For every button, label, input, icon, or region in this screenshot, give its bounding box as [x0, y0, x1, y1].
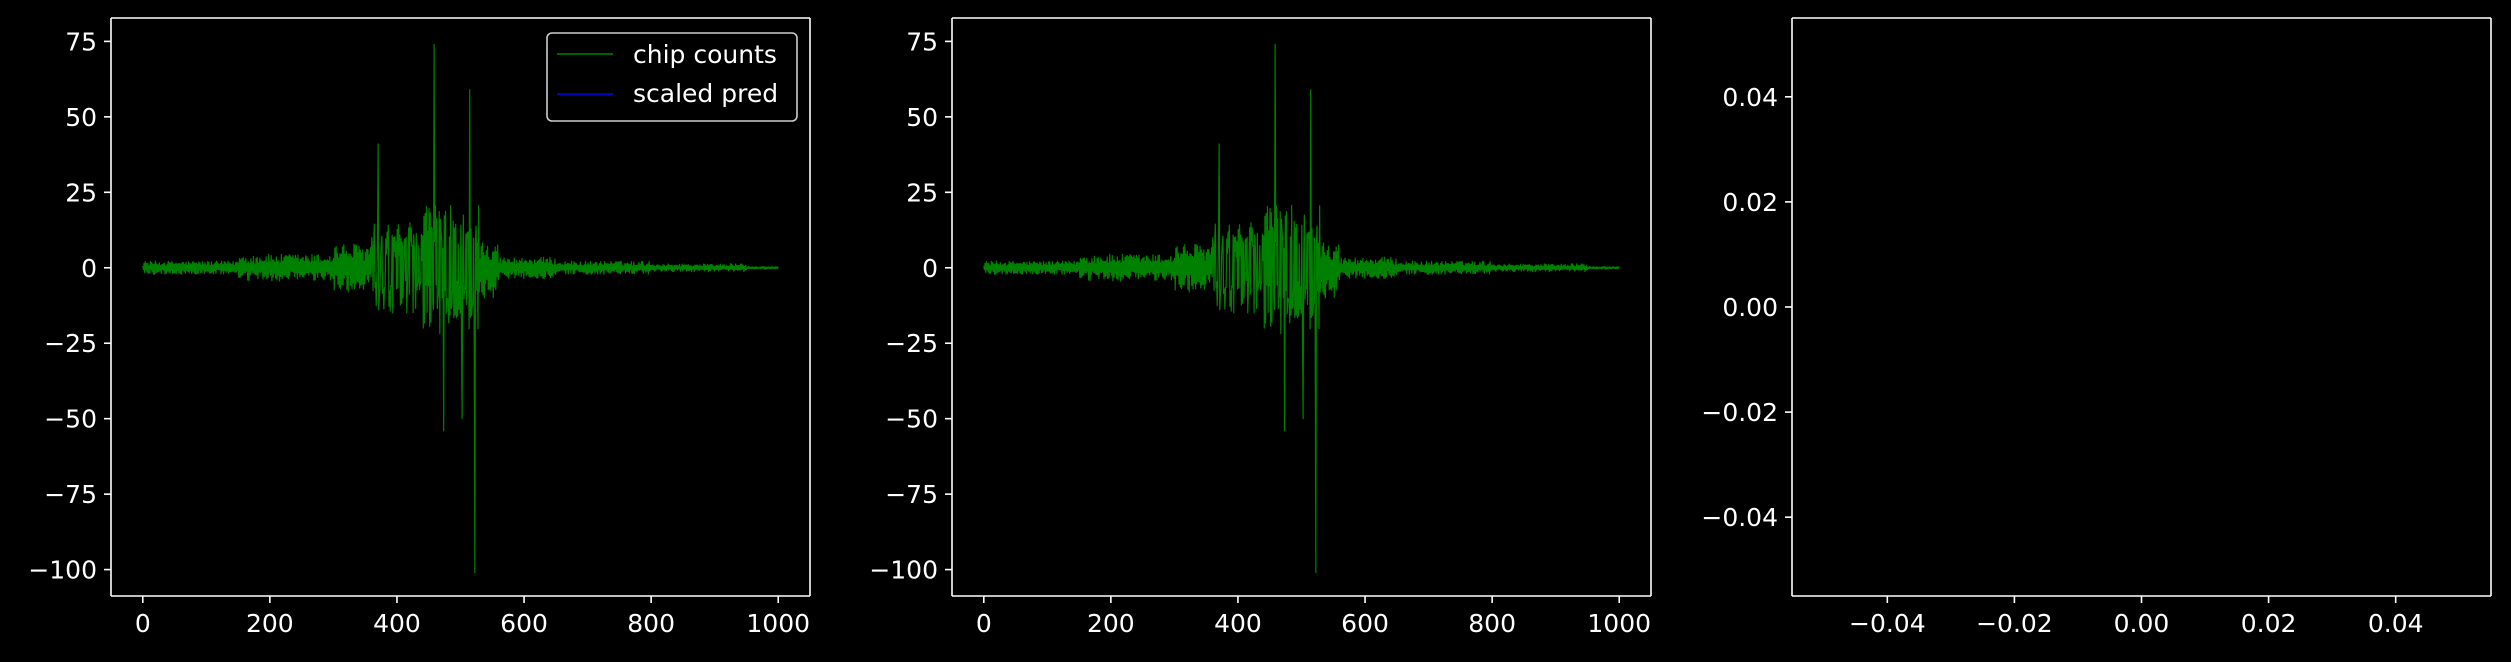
y-tick-label: 25 [906, 178, 938, 207]
y-tick-label: 0.04 [1722, 83, 1778, 112]
y-tick-label: 50 [65, 103, 97, 132]
x-tick-label: 400 [373, 609, 421, 638]
legend-chip-counts-label: chip counts [633, 40, 777, 69]
y-tick-label: 0.02 [1722, 188, 1778, 217]
y-tick-label: 25 [65, 178, 97, 207]
chip-counts-line [983, 43, 1620, 574]
y-tick-label: 75 [906, 27, 938, 56]
x-tick-label: 0.04 [2368, 609, 2424, 638]
x-tick-label: 0.02 [2241, 609, 2297, 638]
y-tick-label: 50 [906, 103, 938, 132]
x-tick-label: 800 [627, 609, 675, 638]
x-tick-label: 600 [500, 609, 548, 638]
x-tick-label: 1000 [746, 609, 810, 638]
x-tick-label: 800 [1468, 609, 1516, 638]
y-tick-label: −0.02 [1701, 398, 1778, 427]
y-tick-label: 75 [65, 27, 97, 56]
y-tick-label: 0.00 [1722, 293, 1778, 322]
x-tick-label: 200 [1087, 609, 1135, 638]
legend-box [546, 32, 798, 122]
x-tick-label: 400 [1214, 609, 1262, 638]
y-tick-label: 0 [922, 254, 938, 283]
x-tick-label: −0.02 [1976, 609, 2053, 638]
x-tick-label: 0 [976, 609, 992, 638]
legend-scaled-pred-label: scaled pred [633, 79, 778, 108]
x-tick-label: 0.00 [2114, 609, 2170, 638]
y-tick-label: −50 [885, 405, 938, 434]
x-tick-label: −0.04 [1849, 609, 1926, 638]
y-tick-label: −100 [28, 556, 97, 585]
y-tick-label: −50 [44, 405, 97, 434]
x-tick-label: 600 [1341, 609, 1389, 638]
x-tick-label: 0 [135, 609, 151, 638]
y-tick-label: 0 [81, 254, 97, 283]
left-plot: 0 200 400 600 800 1000 75 50 25 0 −25 −50 −75 −100 ch… [28, 17, 811, 638]
legend: chip counts scaled pred [546, 32, 798, 122]
y-tick-label: −0.04 [1701, 503, 1778, 532]
y-tick-label: −25 [44, 329, 97, 358]
right-plot: −0.04 −0.02 0.00 0.02 0.04 0.04 0.02 0.00 −0.02 −… [1701, 17, 2492, 638]
y-tick-label: −75 [885, 480, 938, 509]
middle-plot: 0 200 400 600 800 1000 75 50 25 0 −25 −50 −75 −100 [869, 17, 1652, 638]
chip-counts-line [142, 43, 779, 574]
y-tick-label: −100 [869, 556, 938, 585]
x-tick-label: 200 [246, 609, 294, 638]
x-tick-label: 1000 [1587, 609, 1651, 638]
y-tick-label: −25 [885, 329, 938, 358]
y-tick-label: −75 [44, 480, 97, 509]
